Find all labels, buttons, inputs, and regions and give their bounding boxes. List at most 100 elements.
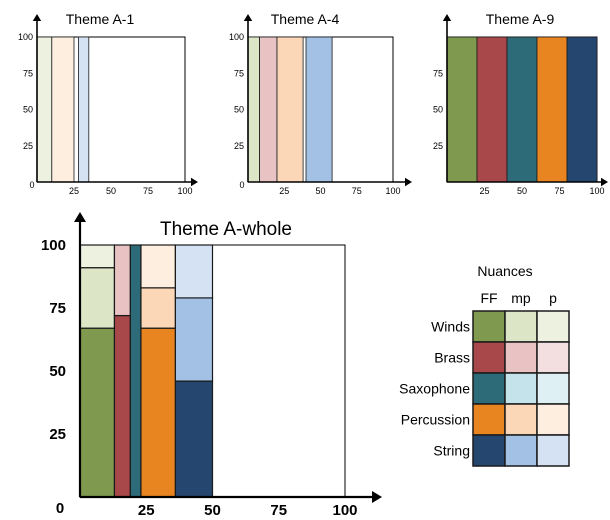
x-tick-label: 100 <box>589 186 604 196</box>
chart-theme-a-4: Theme A-4 0 25 50 75 100 100 75 50 25 <box>229 11 412 196</box>
y-tick-label: 75 <box>433 68 443 78</box>
bar-percussion-mp <box>276 36 304 183</box>
legend-swatch-saxophone-p <box>536 372 570 405</box>
y-axis-arrow <box>32 14 42 21</box>
x-tick-label: 75 <box>143 186 153 196</box>
legend-swatch-string-p <box>536 434 570 467</box>
x-tick-label: 50 <box>106 186 116 196</box>
y-tick-label: 100 <box>41 237 66 254</box>
y-tick-label: 25 <box>49 426 66 443</box>
legend-nuance-mp: mp <box>511 290 531 306</box>
x-axis-arrow <box>601 177 608 187</box>
legend-swatch-winds-ff <box>472 310 506 343</box>
bar-brass-mp <box>259 36 278 183</box>
legend-nuance-p: p <box>549 290 557 306</box>
y-axis-arrow <box>74 212 86 222</box>
legend-title: Nuances <box>477 263 532 279</box>
chart-theme-a-whole: Theme A-whole 0 25 50 75 100 100 75 50 25 <box>41 212 382 519</box>
legend-swatch-brass-ff <box>472 341 506 374</box>
bar-string-p <box>78 36 90 183</box>
legend-swatch-string-mp <box>504 434 538 467</box>
y-tick-label: 50 <box>49 363 66 380</box>
y-axis-arrow <box>243 14 253 21</box>
chart-title: Theme A-4 <box>271 11 340 27</box>
y-tick-label: 25 <box>433 141 443 151</box>
legend-swatch-saxophone-mp <box>504 372 538 405</box>
bar-percussion-p <box>51 36 75 183</box>
bar-string-ff <box>566 36 598 183</box>
bar-string-ff <box>174 380 214 498</box>
chart-theme-a-1: Theme A-1 0 25 50 75 100 100 75 50 25 <box>18 11 198 196</box>
tick-label-origin: 0 <box>56 500 64 517</box>
bar-string-p <box>174 244 214 299</box>
chart-title: Theme A-whole <box>160 219 292 240</box>
bar-percussion-ff <box>140 327 176 498</box>
bar-saxophone-ff <box>129 244 142 498</box>
tick-label-origin: 0 <box>239 180 244 190</box>
x-axis-arrow <box>405 177 412 187</box>
x-tick-label: 25 <box>69 186 79 196</box>
legend-instrument-percussion: Percussion <box>401 412 470 428</box>
legend-swatch-winds-p <box>536 310 570 343</box>
x-tick-label: 100 <box>385 186 400 196</box>
x-tick-label: 100 <box>177 186 192 196</box>
bar-percussion-mp <box>140 287 176 329</box>
y-tick-label: 100 <box>229 32 244 42</box>
legend-swatch-string-ff <box>472 434 506 467</box>
x-tick-label: 25 <box>479 186 489 196</box>
y-tick-label: 25 <box>23 141 33 151</box>
x-tick-label: 100 <box>332 502 357 519</box>
y-tick-label: 50 <box>234 105 244 115</box>
tick-label-origin: 0 <box>29 180 34 190</box>
bar-winds-p <box>79 244 116 269</box>
legend-swatch-brass-mp <box>504 341 538 374</box>
x-tick-label: 50 <box>204 502 221 519</box>
legend-swatch-percussion-p <box>536 403 570 436</box>
x-tick-label: 75 <box>352 186 362 196</box>
legend-instrument-saxophone: Saxophone <box>399 381 470 397</box>
bar-winds-ff <box>79 327 116 498</box>
bar-winds-mp <box>247 36 261 183</box>
x-tick-label: 25 <box>138 502 155 519</box>
chart-title: Theme A-9 <box>486 11 555 27</box>
y-tick-label: 50 <box>433 105 443 115</box>
legend-swatch-percussion-mp <box>504 403 538 436</box>
bar-saxophone-ff <box>506 36 538 183</box>
bar-winds-mp <box>79 267 116 329</box>
nuance-legend: Nuances FF mp p Winds Brass Saxophone Percussio… <box>399 263 570 467</box>
bar-brass-mp <box>113 244 131 317</box>
x-axis-arrow <box>191 177 198 187</box>
legend-swatch-saxophone-ff <box>472 372 506 405</box>
x-tick-label: 25 <box>279 186 289 196</box>
legend-swatch-percussion-ff <box>472 403 506 436</box>
legend-swatch-brass-p <box>536 341 570 374</box>
legend-instrument-winds: Winds <box>431 319 470 335</box>
x-tick-label: 50 <box>517 186 527 196</box>
chart-theme-a-9: Theme A-9 25 50 75 100 75 50 25 <box>433 11 608 196</box>
bar-brass-ff <box>476 36 508 183</box>
y-tick-label: 75 <box>234 68 244 78</box>
bar-percussion-ff <box>536 36 568 183</box>
bar-brass-ff <box>113 314 131 498</box>
y-tick-label: 75 <box>49 300 66 317</box>
bar-winds-p <box>36 36 53 183</box>
legend-instrument-string: String <box>433 443 470 459</box>
legend-nuance-ff: FF <box>480 290 497 306</box>
bar-string-mp <box>305 36 333 183</box>
y-tick-label: 75 <box>23 68 33 78</box>
x-tick-label: 50 <box>315 186 325 196</box>
chart-title: Theme A-1 <box>66 11 135 27</box>
y-tick-label: 25 <box>234 141 244 151</box>
x-tick-label: 75 <box>270 502 287 519</box>
bar-winds-ff <box>446 36 478 183</box>
legend-swatch-winds-mp <box>504 310 538 343</box>
bar-string-mp <box>174 297 214 382</box>
x-axis-arrow <box>372 491 382 503</box>
y-axis-arrow <box>442 14 452 21</box>
y-tick-label: 100 <box>18 32 33 42</box>
y-tick-label: 50 <box>23 105 33 115</box>
bar-percussion-p <box>140 244 176 289</box>
legend-instrument-brass: Brass <box>434 350 470 366</box>
x-tick-label: 75 <box>554 186 564 196</box>
